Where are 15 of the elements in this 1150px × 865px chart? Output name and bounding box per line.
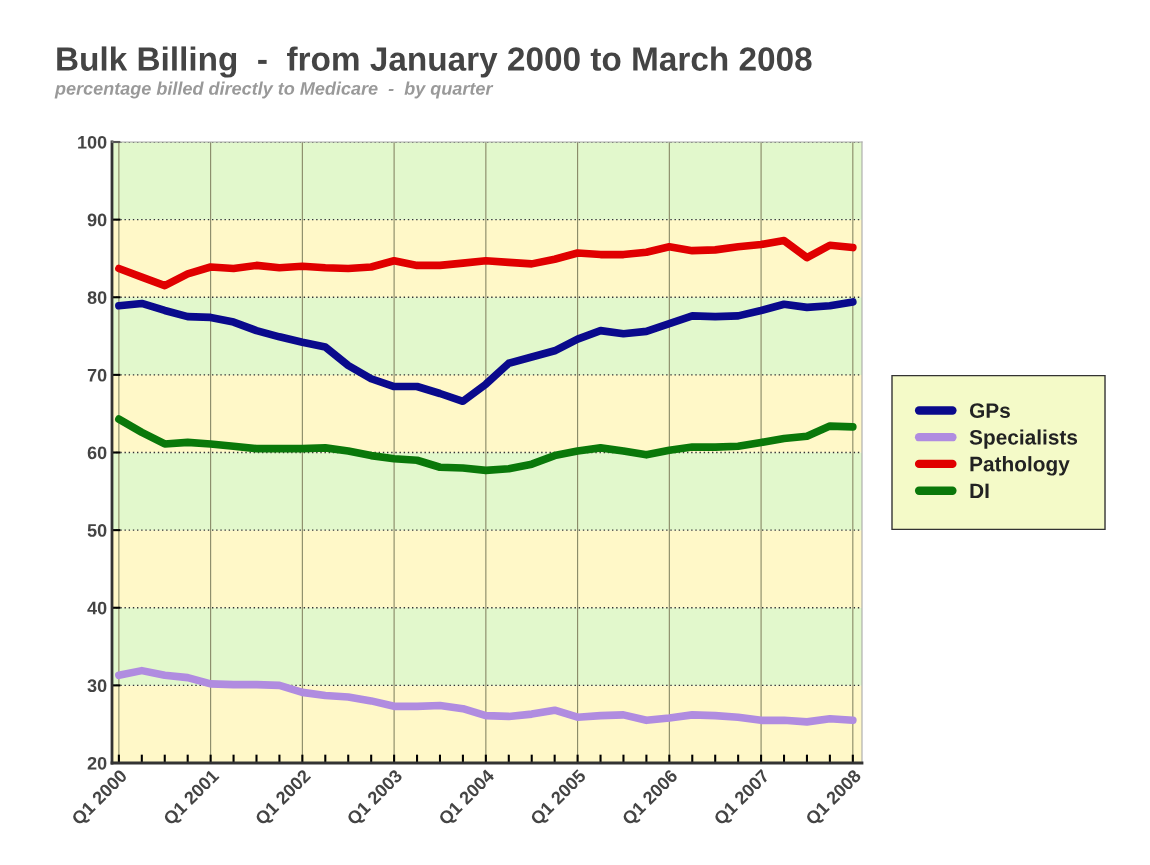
- y-tick-label: 100: [78, 135, 107, 149]
- y-tick-label: 60: [87, 446, 107, 460]
- y-tick-label: 90: [87, 213, 107, 227]
- chart-title: Bulk Billing - from January 2000 to March 2008: [57, 46, 812, 78]
- legend-label: DI: [970, 483, 989, 498]
- y-tick-label: 70: [87, 368, 107, 382]
- y-tick-label: 30: [87, 679, 107, 693]
- legend-label: Specialists: [969, 429, 1078, 449]
- legend-label: Pathology: [970, 456, 1070, 476]
- chart-subtitle: percentage billed directly to Medicare - by quarter: [54, 81, 494, 99]
- y-tick-label: 20: [87, 756, 107, 770]
- y-tick-label: 80: [87, 291, 107, 304]
- y-tick-label: 50: [87, 524, 107, 537]
- legend-label: GPs: [969, 403, 1010, 418]
- y-tick-label: 40: [87, 601, 107, 615]
